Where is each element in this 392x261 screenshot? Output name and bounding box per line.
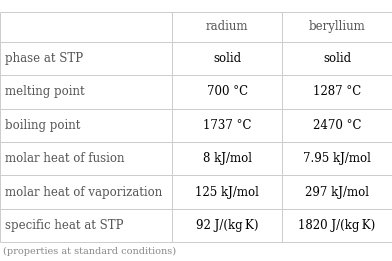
- Text: boiling point: boiling point: [5, 119, 80, 132]
- Text: radium: radium: [206, 20, 249, 33]
- Text: beryllium: beryllium: [309, 20, 365, 33]
- Text: 92 J/(kg K): 92 J/(kg K): [196, 219, 259, 232]
- Text: molar heat of fusion: molar heat of fusion: [5, 152, 125, 165]
- Text: melting point: melting point: [5, 85, 85, 98]
- Text: 1820 J/(kg K): 1820 J/(kg K): [298, 219, 376, 232]
- Text: 1737 °C: 1737 °C: [203, 119, 252, 132]
- Text: 2470 °C: 2470 °C: [313, 119, 361, 132]
- Text: specific heat at STP: specific heat at STP: [5, 219, 123, 232]
- Text: phase at STP: phase at STP: [5, 52, 83, 65]
- Text: 297 kJ/mol: 297 kJ/mol: [305, 186, 369, 199]
- Text: 1287 °C: 1287 °C: [313, 85, 361, 98]
- Text: 125 kJ/mol: 125 kJ/mol: [196, 186, 259, 199]
- Text: 7.95 kJ/mol: 7.95 kJ/mol: [303, 152, 371, 165]
- Text: 700 °C: 700 °C: [207, 85, 248, 98]
- Text: solid: solid: [213, 52, 241, 65]
- Text: 8 kJ/mol: 8 kJ/mol: [203, 152, 252, 165]
- Text: solid: solid: [323, 52, 351, 65]
- Text: (properties at standard conditions): (properties at standard conditions): [3, 247, 176, 256]
- Text: molar heat of vaporization: molar heat of vaporization: [5, 186, 162, 199]
